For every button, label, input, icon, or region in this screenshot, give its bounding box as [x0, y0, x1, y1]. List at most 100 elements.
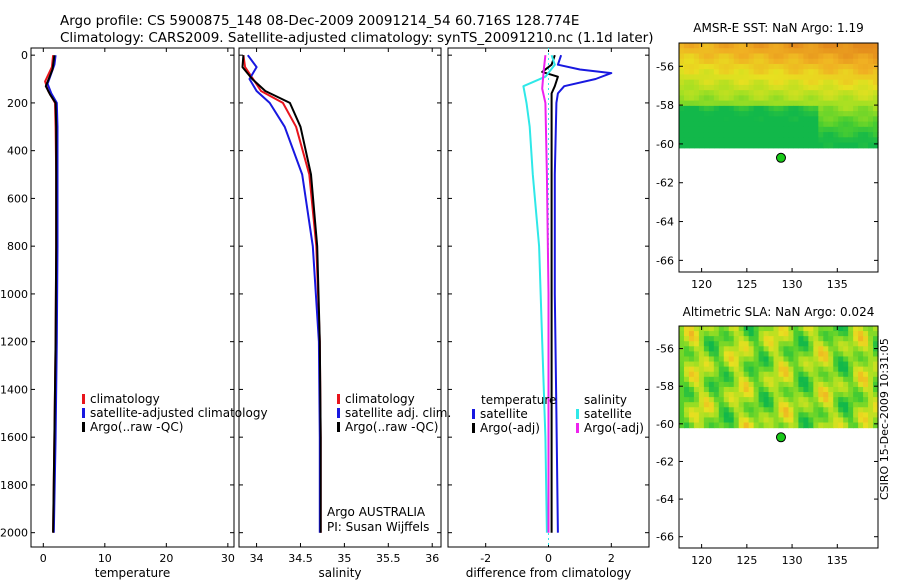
map-cell: [728, 126, 735, 133]
map-cell: [763, 142, 770, 149]
map-cell: [728, 392, 735, 398]
map-cell: [768, 100, 775, 107]
map-cell: [788, 69, 795, 76]
map-cell: [863, 105, 869, 112]
map-cell: [738, 331, 745, 337]
map-cell: [793, 366, 799, 373]
map-cell: [808, 407, 814, 413]
map-cell: [773, 111, 780, 117]
map-cell: [833, 361, 839, 368]
y-tick-label: 400: [7, 145, 28, 158]
map-cell: [733, 105, 740, 112]
map-cell: [808, 422, 814, 429]
map-cell: [813, 331, 819, 337]
map-cell: [793, 392, 799, 398]
map-cell: [708, 69, 715, 76]
map-cell: [763, 63, 770, 70]
map-cell: [713, 84, 720, 91]
y-tick-label: 1600: [0, 431, 28, 444]
map-cell: [858, 137, 864, 144]
map-cell: [838, 376, 844, 383]
series-line: [44, 55, 58, 533]
map-cell: [763, 402, 770, 408]
map-cell: [738, 356, 745, 363]
map-cell: [679, 74, 685, 81]
map-cell: [733, 341, 740, 347]
map-cell: [688, 43, 695, 49]
map-cell: [868, 116, 874, 123]
map-cell: [863, 417, 869, 424]
map-cell: [818, 126, 824, 133]
map-cell: [813, 417, 819, 424]
map-cell: [703, 95, 710, 102]
map-cell: [713, 381, 720, 388]
map-cell: [758, 48, 765, 55]
map-cell: [793, 74, 799, 81]
map-cell: [748, 43, 755, 49]
map-cell: [853, 74, 859, 81]
map-cell: [768, 48, 775, 55]
map-cell: [848, 48, 854, 55]
map-cell: [843, 402, 849, 408]
map-cell: [798, 48, 804, 55]
map-cell: [723, 392, 730, 398]
map-cell: [693, 58, 700, 65]
map-cell: [833, 402, 839, 408]
map-cell: [868, 79, 874, 86]
map-cell: [768, 381, 775, 388]
map-cell: [683, 386, 690, 393]
map-cell: [728, 366, 735, 373]
map-cell: [743, 74, 750, 81]
map-cell: [763, 95, 770, 102]
legend-swatch: [82, 422, 85, 432]
map-cell: [783, 417, 790, 424]
map-cell: [723, 132, 730, 138]
map-cell: [733, 392, 740, 398]
map-cell: [843, 417, 849, 424]
map-cell: [783, 90, 790, 96]
map-cell: [728, 351, 735, 358]
map-cell: [748, 90, 755, 96]
map-cell: [798, 412, 804, 419]
map-cell: [798, 95, 804, 102]
map-cell: [743, 366, 750, 373]
map-cell: [693, 90, 700, 96]
y-tick-label: -62: [656, 455, 674, 468]
map-cell: [863, 341, 869, 347]
map-cell: [738, 341, 745, 347]
map-cell: [758, 132, 765, 138]
map-cell: [813, 121, 819, 128]
map-cell: [773, 53, 780, 60]
map-cell: [793, 422, 799, 429]
map-cell: [858, 121, 864, 128]
map-cell: [848, 392, 854, 398]
map-cell: [793, 58, 799, 65]
map-cell: [853, 336, 859, 342]
map-cell: [853, 142, 859, 149]
map-cell: [753, 90, 760, 96]
map-cell: [728, 105, 735, 112]
map-cell: [803, 69, 809, 76]
map-cell: [833, 48, 839, 55]
map-cell: [758, 386, 765, 393]
map-cell: [798, 121, 804, 128]
map-cell: [773, 121, 780, 128]
map-cell: [733, 100, 740, 107]
map-cell: [683, 402, 690, 408]
map-cell: [753, 142, 760, 149]
map-cell: [843, 326, 849, 332]
map-cell: [713, 43, 720, 49]
map-cell: [753, 84, 760, 91]
map-cell: [723, 48, 730, 55]
map-cell: [788, 361, 795, 368]
map-cell: [718, 371, 725, 378]
map-cell: [823, 53, 829, 60]
map-cell: [733, 407, 740, 413]
map-cell: [718, 105, 725, 112]
map-cell: [783, 142, 790, 149]
map-cell: [818, 90, 824, 96]
map-cell: [723, 386, 730, 393]
map-cell: [868, 95, 874, 102]
map-cell: [733, 137, 740, 144]
